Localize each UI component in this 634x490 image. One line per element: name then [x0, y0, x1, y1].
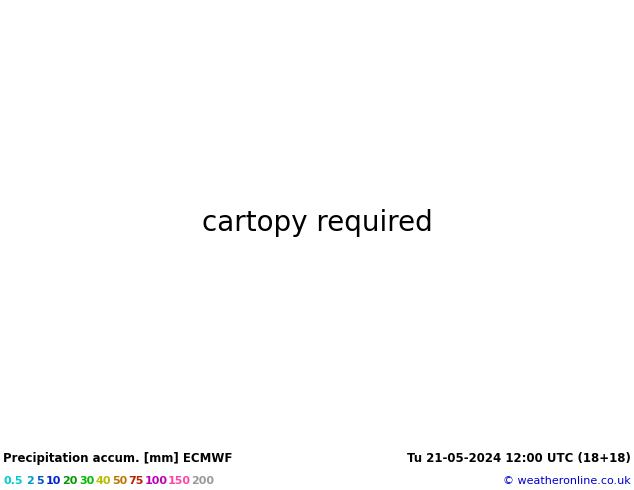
Text: 0.5: 0.5 — [3, 475, 22, 486]
Text: 20: 20 — [63, 475, 78, 486]
Text: 30: 30 — [79, 475, 94, 486]
Text: 100: 100 — [145, 475, 168, 486]
Text: 2: 2 — [26, 475, 34, 486]
Text: 40: 40 — [96, 475, 111, 486]
Text: 75: 75 — [129, 475, 144, 486]
Text: 150: 150 — [168, 475, 191, 486]
Text: 10: 10 — [46, 475, 61, 486]
Text: 5: 5 — [36, 475, 44, 486]
Text: © weatheronline.co.uk: © weatheronline.co.uk — [503, 475, 631, 486]
Text: Tu 21-05-2024 12:00 UTC (18+18): Tu 21-05-2024 12:00 UTC (18+18) — [407, 452, 631, 466]
Text: 200: 200 — [191, 475, 214, 486]
Text: 50: 50 — [112, 475, 127, 486]
Text: Precipitation accum. [mm] ECMWF: Precipitation accum. [mm] ECMWF — [3, 452, 233, 466]
Text: cartopy required: cartopy required — [202, 209, 432, 238]
